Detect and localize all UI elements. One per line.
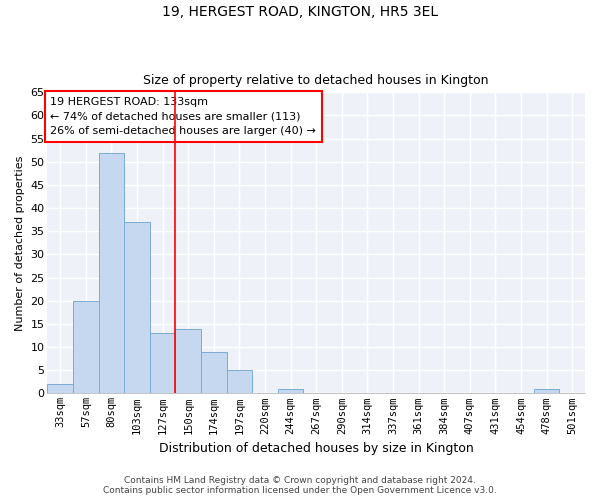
Y-axis label: Number of detached properties: Number of detached properties <box>15 155 25 330</box>
Bar <box>278 389 304 394</box>
Text: 19 HERGEST ROAD: 133sqm
← 74% of detached houses are smaller (113)
26% of semi-d: 19 HERGEST ROAD: 133sqm ← 74% of detache… <box>50 97 316 136</box>
Bar <box>124 222 150 394</box>
X-axis label: Distribution of detached houses by size in Kington: Distribution of detached houses by size … <box>159 442 473 455</box>
Text: Contains HM Land Registry data © Crown copyright and database right 2024.
Contai: Contains HM Land Registry data © Crown c… <box>103 476 497 495</box>
Bar <box>47 384 73 394</box>
Bar <box>201 352 227 394</box>
Text: 19, HERGEST ROAD, KINGTON, HR5 3EL: 19, HERGEST ROAD, KINGTON, HR5 3EL <box>162 5 438 19</box>
Bar <box>73 301 98 394</box>
Bar <box>534 389 559 394</box>
Bar <box>150 333 175 394</box>
Bar <box>98 152 124 394</box>
Bar <box>227 370 252 394</box>
Title: Size of property relative to detached houses in Kington: Size of property relative to detached ho… <box>143 74 489 87</box>
Bar <box>175 328 201 394</box>
